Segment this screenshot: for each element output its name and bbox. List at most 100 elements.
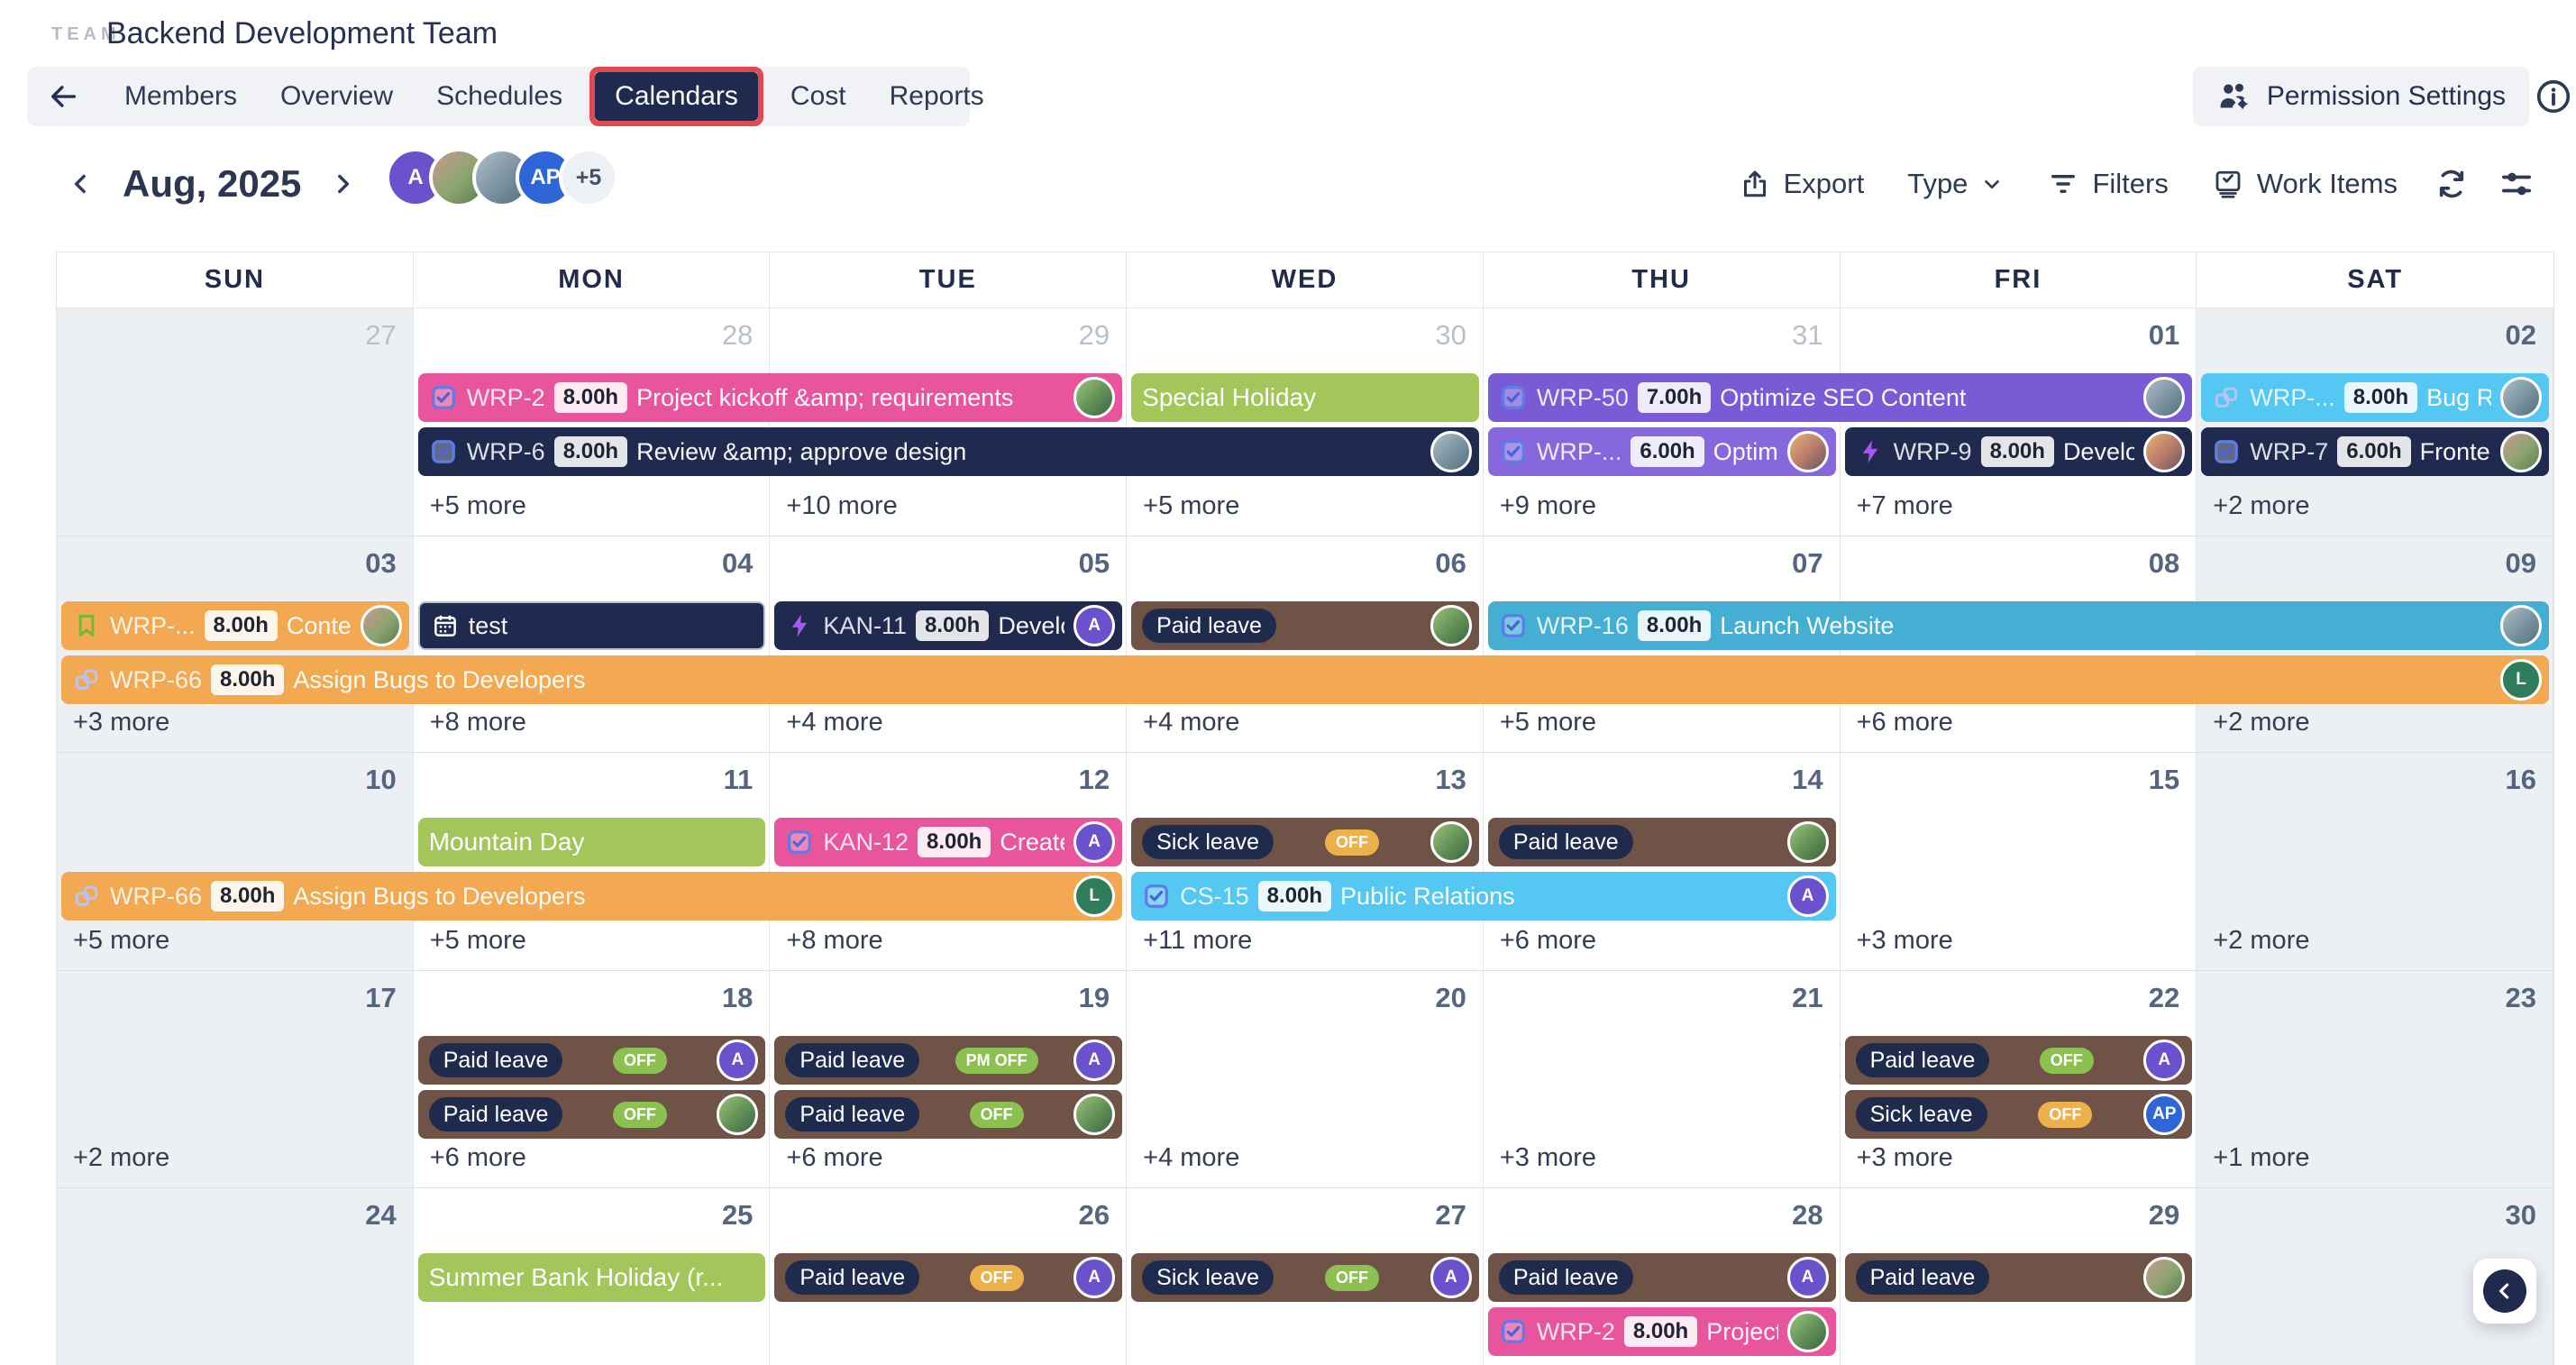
more-events-link[interactable]: +1 more [2213, 1143, 2310, 1172]
day-cell[interactable]: 16 +2 more [2197, 753, 2553, 971]
day-cell[interactable]: 20 +4 more [1127, 971, 1484, 1188]
tab-cost[interactable]: Cost [790, 81, 846, 111]
type-dropdown[interactable]: Type [1896, 168, 2014, 200]
hours-chip: 8.00h [1980, 436, 2054, 467]
day-cell[interactable]: 28 +5 more [413, 308, 771, 536]
more-events-link[interactable]: +5 more [429, 491, 526, 520]
task-event[interactable]: WRP-... 6.00h Optimize SEO [1487, 427, 1836, 476]
more-events-link[interactable]: +2 more [73, 1143, 170, 1172]
more-events-link[interactable]: +5 more [73, 926, 170, 955]
leave-event[interactable]: Sick leave OFF A [1131, 1253, 1479, 1302]
task-event[interactable]: KAN-12 8.00h Create User A [774, 818, 1123, 866]
more-events-link[interactable]: +8 more [786, 926, 883, 955]
more-events-link[interactable]: +4 more [1143, 1143, 1240, 1172]
permission-settings-button[interactable]: Permission Settings [2192, 67, 2529, 126]
tab-calendars[interactable]: Calendars [595, 72, 758, 121]
avatar-overflow-count[interactable]: +5 [559, 148, 618, 207]
back-button[interactable] [47, 77, 79, 116]
export-button[interactable]: Export [1728, 168, 1876, 200]
more-events-link[interactable]: +6 more [786, 1143, 883, 1172]
more-events-link[interactable]: +10 more [786, 491, 898, 520]
day-cell[interactable]: 30 +5 more [1127, 308, 1484, 536]
more-events-link[interactable]: +3 more [1856, 926, 1953, 955]
day-cell[interactable]: 27 [57, 308, 414, 536]
more-events-link[interactable]: +2 more [2213, 708, 2310, 737]
leave-event[interactable]: Paid leave OFF A [1844, 1036, 2193, 1085]
tab-members[interactable]: Members [124, 81, 238, 111]
info-button[interactable] [2535, 78, 2572, 115]
more-events-link[interactable]: +3 more [1499, 1143, 1597, 1172]
leave-event[interactable]: Paid leave [1844, 1253, 2193, 1302]
task-event[interactable]: WRP-... 8.00h Bug Report [2201, 373, 2549, 422]
task-event[interactable]: WRP-50 7.00h Optimize SEO Content [1487, 373, 2193, 422]
assignee-avatar [2143, 431, 2186, 472]
more-events-link[interactable]: +3 more [1856, 1143, 1953, 1172]
task-event[interactable]: WRP-2 8.00h Project kickoff [1487, 1307, 1836, 1356]
task-event[interactable]: WRP-... 8.00h Content Audit [61, 601, 409, 650]
view-settings-button[interactable] [2495, 162, 2538, 206]
bookmark-icon [72, 611, 101, 640]
task-event[interactable]: WRP-6 8.00h Review &amp; approve design [417, 427, 1479, 476]
leave-event[interactable]: Paid leave PM OFF A [774, 1036, 1123, 1085]
day-cell[interactable]: 10 +5 more [57, 753, 414, 971]
leave-event[interactable]: Sick leave OFF [1131, 818, 1479, 866]
filters-button[interactable]: Filters [2036, 168, 2179, 200]
more-events-link[interactable]: +3 more [73, 708, 170, 737]
more-events-link[interactable]: +2 more [2213, 491, 2310, 520]
tab-reports[interactable]: Reports [889, 81, 984, 111]
collapse-panel-button[interactable] [2473, 1259, 2536, 1324]
leave-event[interactable]: Paid leave [1487, 818, 1836, 866]
more-events-link[interactable]: +6 more [1499, 926, 1597, 955]
more-events-link[interactable]: +6 more [1856, 708, 1953, 737]
more-events-link[interactable]: +5 more [1143, 491, 1240, 520]
leave-event[interactable]: Paid leave OFF [774, 1090, 1123, 1139]
leave-event[interactable]: Paid leave A [1487, 1253, 1836, 1302]
prev-month-button[interactable] [63, 166, 99, 202]
task-event[interactable]: WRP-66 8.00h Assign Bugs to Developers L [61, 872, 1123, 921]
day-cell[interactable]: 23 +1 more [2197, 971, 2553, 1188]
day-cell[interactable]: 15 +3 more [1840, 753, 2197, 971]
checkbox-icon [1501, 386, 1525, 409]
task-event[interactable]: WRP-16 8.00h Launch Website [1487, 601, 2549, 650]
task-event[interactable]: WRP-2 8.00h Project kickoff &amp; requirem… [417, 373, 1123, 422]
day-cell[interactable]: 31 +9 more [1483, 308, 1841, 536]
leave-event[interactable]: Paid leave OFF A [774, 1253, 1123, 1302]
more-events-link[interactable]: +7 more [1856, 491, 1953, 520]
leave-event[interactable]: Paid leave OFF A [417, 1036, 766, 1085]
task-event[interactable]: KAN-11 8.00h Development A [774, 601, 1123, 650]
tab-schedules[interactable]: Schedules [436, 81, 563, 111]
more-events-link[interactable]: +5 more [429, 926, 526, 955]
more-events-link[interactable]: +9 more [1499, 491, 1597, 520]
day-cell[interactable]: 29 +10 more [770, 308, 1128, 536]
more-events-link[interactable]: +2 more [2213, 926, 2310, 955]
leave-event[interactable]: Paid leave [1131, 601, 1479, 650]
holiday-event[interactable]: Summer Bank Holiday (r... [417, 1253, 766, 1302]
more-events-link[interactable]: +11 more [1143, 926, 1253, 955]
tab-overview[interactable]: Overview [280, 81, 394, 111]
event-title: Content Audit [286, 611, 352, 639]
day-cell[interactable]: 21 +3 more [1483, 971, 1841, 1188]
task-event[interactable]: WRP-9 8.00h Development [1844, 427, 2193, 476]
more-events-link[interactable]: +4 more [786, 708, 883, 737]
task-event[interactable]: test [417, 601, 766, 650]
day-cell[interactable]: 01 +7 more [1840, 308, 2197, 536]
event-title: Project kickoff &amp; requirements [636, 383, 1014, 411]
day-cell[interactable]: 24 [57, 1188, 414, 1365]
task-event[interactable]: CS-15 8.00h Public Relations A [1131, 872, 1836, 921]
task-event[interactable]: WRP-66 8.00h Assign Bugs to Developers L [61, 655, 2549, 704]
next-month-button[interactable] [324, 166, 361, 202]
day-number: 09 [2505, 547, 2536, 579]
leave-event[interactable]: Paid leave OFF [417, 1090, 766, 1139]
day-cell[interactable]: 17 +2 more [57, 971, 414, 1188]
more-events-link[interactable]: +5 more [1499, 708, 1597, 737]
more-events-link[interactable]: +6 more [429, 1143, 526, 1172]
work-items-button[interactable]: Work Items [2201, 168, 2408, 200]
more-events-link[interactable]: +4 more [1143, 708, 1240, 737]
leave-event[interactable]: Sick leave OFF AP [1844, 1090, 2193, 1139]
day-cell[interactable]: 02 +2 more [2197, 308, 2553, 536]
holiday-event[interactable]: Mountain Day [417, 818, 766, 866]
refresh-button[interactable] [2430, 162, 2473, 206]
task-event[interactable]: WRP-7 6.00h Frontend Dev [2201, 427, 2549, 476]
holiday-event[interactable]: Special Holiday [1131, 373, 1479, 422]
more-events-link[interactable]: +8 more [429, 708, 526, 737]
